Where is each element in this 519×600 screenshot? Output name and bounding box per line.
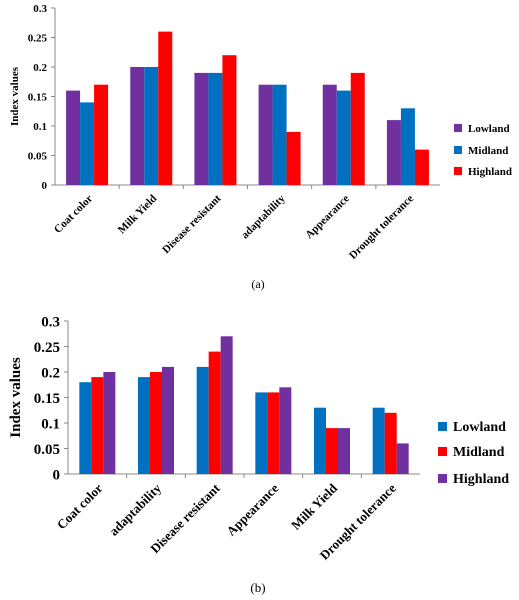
bar-a-midland	[400, 108, 415, 185]
bar-a-lowland	[66, 90, 81, 185]
y-tick-label-b: 0.2	[41, 365, 60, 381]
y-tick-label-b: 0.25	[34, 340, 60, 356]
legend-label-b-midland: Midland	[453, 445, 505, 460]
bar-b-highland	[338, 428, 350, 474]
bar-b-lowland	[196, 366, 209, 474]
category-label-a: adaptability	[239, 192, 288, 241]
bar-b-highland	[103, 372, 116, 474]
y-axis-label-a: Index values	[9, 66, 21, 126]
bar-b-lowland	[79, 382, 92, 474]
bar-a-highland	[222, 55, 237, 186]
bar-b-lowland	[138, 377, 150, 474]
legend-label-a-midland: Midland	[468, 145, 508, 157]
category-label-a: Coat color	[52, 193, 95, 236]
bar-b-highland	[396, 443, 409, 474]
bar-b-midland	[384, 412, 397, 474]
legend-swatch-b-midland	[438, 447, 447, 456]
y-tick-label-a: 0.15	[28, 91, 48, 103]
bar-a-highland	[286, 131, 301, 185]
category-label-a: Appearance	[303, 193, 352, 242]
y-axis-label-b: Index values	[8, 357, 24, 438]
bar-b-highland	[279, 387, 292, 474]
bar-a-highland	[94, 84, 109, 185]
panel-caption-a: (a)	[251, 277, 264, 291]
legend-label-b-highland: Highland	[453, 472, 509, 487]
y-tick-label-a: 0.25	[28, 32, 48, 44]
bar-b-lowland	[372, 407, 385, 474]
category-label-a: Disease resistant	[160, 192, 224, 256]
chart-panel-a: 0 0.05 0.1 0.15 0.2 0.25 0.3 Index values Coat c…	[9, 3, 512, 291]
y-tick-label-a: 0.1	[33, 121, 47, 133]
y-tick-label-b: 0.3	[41, 314, 60, 330]
legend-label-b-lowland: Lowland	[453, 420, 506, 435]
category-label-b: Milk Yield	[288, 480, 341, 533]
bar-b-midland	[208, 351, 221, 474]
y-tick-label-a: 0.3	[33, 3, 47, 15]
y-tick-label-b: 0.1	[41, 416, 60, 432]
bar-b-highland	[162, 366, 174, 474]
bar-a-highland	[350, 72, 365, 185]
legend-swatch-a-midland	[454, 146, 462, 154]
bar-b-lowland	[255, 392, 268, 474]
category-label-a: Drought tolerance	[347, 193, 416, 262]
bar-b-midland	[91, 377, 104, 474]
category-label-a: Milk Yield	[116, 193, 160, 237]
category-label-b: adaptability	[106, 480, 164, 538]
bar-b-highland	[220, 336, 233, 474]
category-label-b: Appearance	[223, 480, 281, 538]
y-tick-label-b: 0.15	[34, 391, 60, 407]
y-tick-label-b: 0	[53, 467, 61, 483]
bar-b-midland	[267, 392, 280, 474]
y-tick-label-a: 0.2	[33, 62, 47, 74]
bar-a-lowland	[258, 84, 273, 185]
legend-label-a-highland: Highland	[468, 166, 512, 178]
bar-a-lowland	[194, 72, 209, 185]
y-tick-label-a: 0	[42, 180, 48, 192]
bar-a-midland	[80, 102, 95, 185]
bar-a-highland	[158, 31, 173, 185]
bar-a-lowland	[130, 67, 145, 185]
bar-a-lowland	[322, 84, 337, 185]
bar-a-midland	[208, 72, 223, 185]
bar-a-midland	[272, 84, 287, 185]
legend-swatch-a-lowland	[454, 124, 462, 132]
bar-a-midland	[336, 90, 351, 185]
y-tick-label-b: 0.05	[34, 442, 60, 458]
bar-a-highland	[414, 149, 429, 185]
bar-a-midland	[144, 67, 159, 185]
bar-a-lowland	[386, 120, 401, 185]
bar-b-lowland	[314, 407, 326, 474]
panel-caption-b: (b)	[250, 580, 265, 595]
bar-b-midland	[326, 428, 338, 474]
y-tick-label-a: 0.05	[28, 150, 48, 162]
chart-panel-b: 0 0.05 0.1 0.15 0.2 0.25 0.3 Index values Coat c…	[8, 314, 509, 595]
legend-swatch-a-highland	[454, 167, 462, 175]
category-label-b: Coat color	[54, 480, 106, 532]
legend-label-a-lowland: Lowland	[468, 123, 510, 135]
legend-swatch-b-highland	[438, 474, 447, 483]
legend-swatch-b-lowland	[438, 422, 447, 431]
bar-b-midland	[150, 372, 162, 474]
